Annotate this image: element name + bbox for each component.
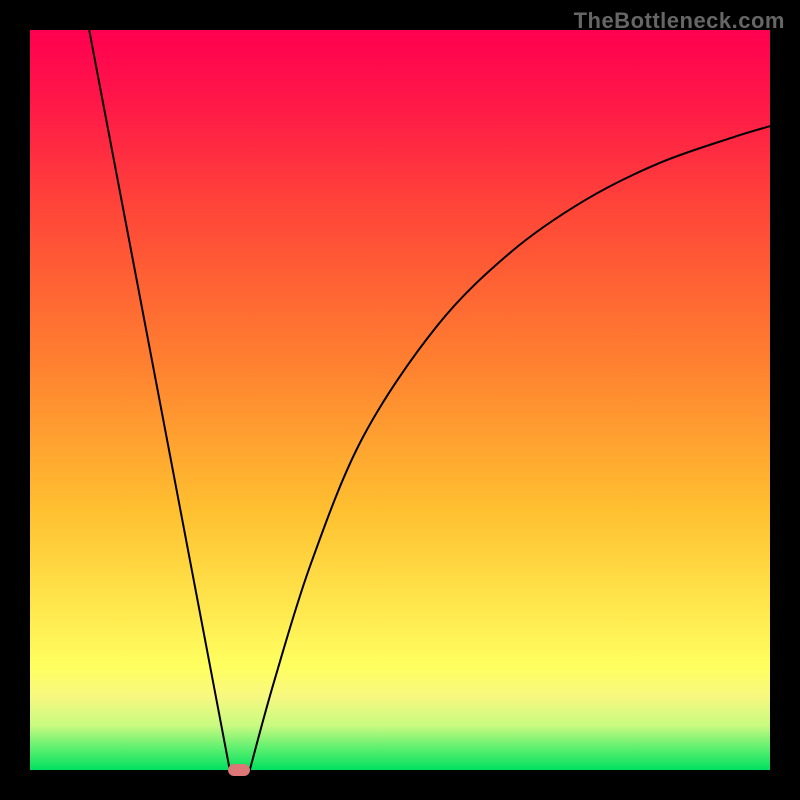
chart-container: TheBottleneck.com xyxy=(0,0,800,800)
plot-area xyxy=(30,30,770,770)
optimum-marker xyxy=(228,764,250,776)
watermark-text: TheBottleneck.com xyxy=(574,8,785,34)
